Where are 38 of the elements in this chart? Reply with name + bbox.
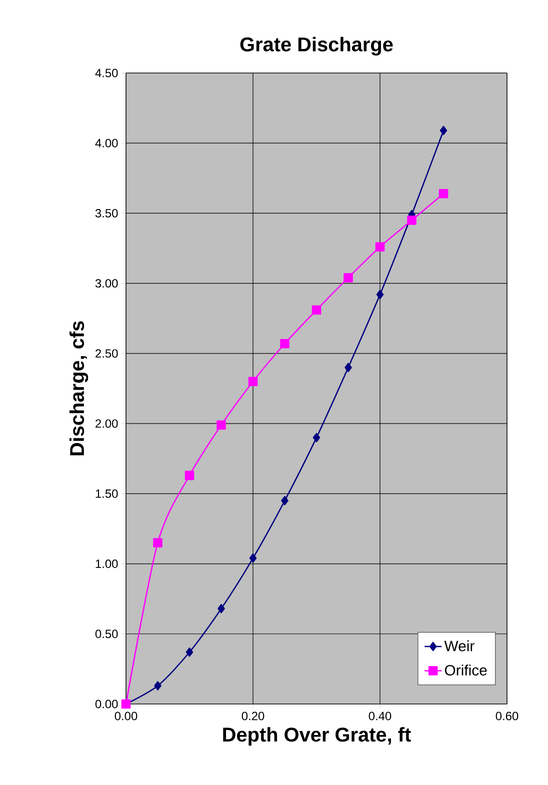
point bbox=[248, 376, 258, 386]
point bbox=[154, 681, 162, 690]
point bbox=[312, 432, 320, 442]
x-tick-label: 0.00 bbox=[114, 712, 138, 720]
y-tick-label: 1.50 bbox=[96, 489, 118, 498]
point bbox=[186, 647, 194, 657]
y-tick-label: 4.50 bbox=[95, 68, 118, 78]
point bbox=[312, 305, 322, 315]
x-tick-label: 0.20 bbox=[242, 712, 264, 720]
y-tick-label: 3.00 bbox=[95, 279, 118, 288]
point bbox=[438, 188, 448, 198]
point bbox=[440, 126, 448, 136]
legend-label: Weir bbox=[444, 640, 474, 652]
point bbox=[407, 216, 416, 225]
point bbox=[249, 554, 257, 563]
point bbox=[344, 273, 353, 282]
y-axis-title: Discharge, cfs bbox=[69, 321, 88, 456]
point bbox=[281, 496, 288, 506]
point bbox=[216, 420, 226, 430]
point bbox=[153, 538, 162, 548]
y-tick-label: 2.00 bbox=[96, 419, 118, 428]
chart-title: Grate Discharge bbox=[240, 36, 393, 56]
y-tick-label: 2.50 bbox=[96, 349, 118, 358]
y-tick-label: 3.50 bbox=[95, 208, 118, 218]
y-tick-label: 0.00 bbox=[95, 700, 118, 708]
point bbox=[280, 338, 290, 348]
y-tick-label: 1.00 bbox=[96, 560, 118, 568]
y-tick-label: 0.50 bbox=[95, 630, 118, 638]
x-axis-title: Depth Over Grate, ft bbox=[223, 727, 411, 746]
y-tick-label: 4.00 bbox=[95, 138, 118, 148]
point bbox=[375, 242, 385, 252]
x-tick-label: 0.60 bbox=[496, 712, 518, 720]
x-tick-label: 0.40 bbox=[368, 712, 392, 720]
point bbox=[218, 604, 225, 614]
point bbox=[184, 470, 194, 480]
point bbox=[376, 290, 384, 300]
legend-label: Orifice bbox=[444, 664, 487, 676]
point bbox=[344, 362, 352, 372]
